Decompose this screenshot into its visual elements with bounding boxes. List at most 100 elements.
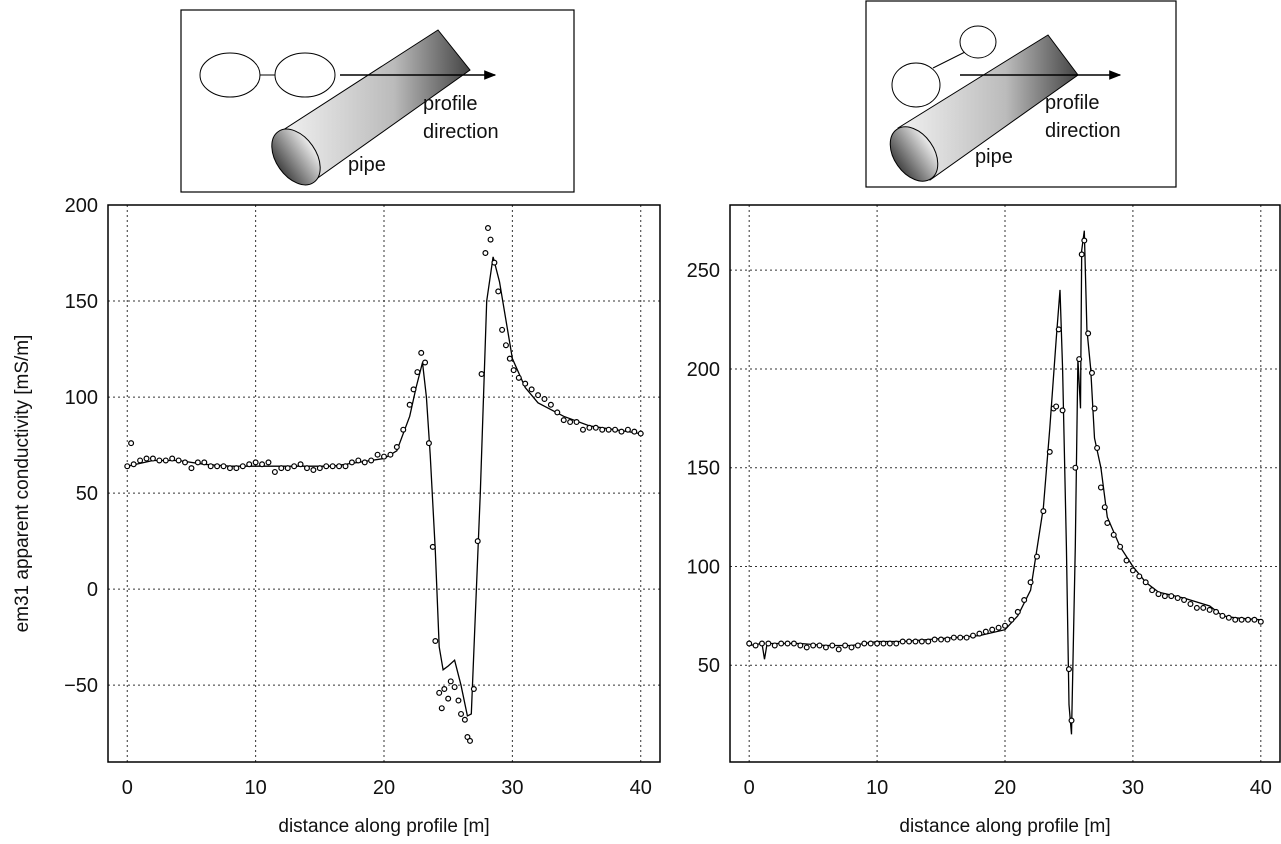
data-point [586,424,593,431]
data-point [886,640,893,647]
data-point [797,642,804,649]
data-point [1021,597,1028,604]
data-point [605,426,612,433]
data-point [348,459,355,466]
data-point [510,367,517,374]
data-point [438,705,445,712]
data-point [1001,622,1008,629]
data-point [124,463,131,470]
data-point [188,465,195,472]
data-point [778,640,785,647]
data-point [1110,531,1117,538]
data-point [867,640,874,647]
y-tick-label: 250 [687,260,720,282]
annotation: profile [423,93,477,115]
data-point [422,359,429,366]
data-point [214,463,221,470]
data-point [474,538,481,545]
data-point [995,624,1002,631]
data-point [149,455,156,462]
data-point [752,642,759,649]
data-point [441,686,448,693]
data-point [547,401,554,408]
data-point [541,395,548,402]
data-point [976,630,983,637]
data-point [130,461,137,468]
plot-frame [729,204,1281,763]
data-point [522,380,529,387]
data-point [310,467,317,474]
data-point [284,465,291,472]
data-point [1040,508,1047,515]
data-point [491,259,498,266]
data-point [1117,543,1124,550]
data-point [592,424,599,431]
data-point [1168,593,1175,600]
data-point [1101,504,1108,511]
data-point [1055,326,1062,333]
data-point [1094,444,1101,451]
data-point [482,250,489,257]
data-point [323,463,330,470]
inset: profile direction pipe [865,0,1177,188]
y-tick-label: 0 [87,579,98,601]
data-point [1033,553,1040,560]
data-point [1136,573,1143,580]
data-point [1068,717,1075,724]
data-point [156,457,163,464]
data-point [1065,666,1072,673]
data-point [765,640,772,647]
data-point [429,543,436,550]
data-point [201,459,208,466]
data-point [528,386,535,393]
annotation: profile [1045,92,1099,114]
data-point [1225,614,1232,621]
annotation: pipe [348,154,386,176]
data-point [1076,356,1083,363]
data-point [239,463,246,470]
data-point [169,455,176,462]
data-point [918,638,925,645]
data-point [1085,330,1092,337]
data-point [470,686,477,693]
x-tick-label: 10 [866,777,888,799]
data-point [418,349,425,356]
y-tick-label: 100 [687,556,720,578]
data-point [1251,616,1258,623]
data-point [487,236,494,243]
data-point [970,632,977,639]
x-tick-label: 20 [373,777,395,799]
data-point [1181,597,1188,604]
data-point [297,461,304,468]
y-tick-label: −50 [64,675,98,697]
data-point [944,636,951,643]
data-point [567,419,574,426]
data-point [499,326,506,333]
y-tick-label: 100 [65,387,98,409]
data-point [1142,579,1149,586]
data-point [502,342,509,349]
data-point [848,644,855,651]
data-point [368,457,375,464]
data-point [874,640,881,647]
data-point [220,463,227,470]
data-point [137,457,144,464]
y-tick-label: 200 [65,195,98,217]
data-point [425,440,432,447]
data-point [291,463,298,470]
data-point [925,638,932,645]
data-point [458,710,465,717]
data-point [410,386,417,393]
x-tick-label: 10 [245,777,267,799]
data-point [461,716,468,723]
data-point [631,428,638,435]
data-point [1008,616,1015,623]
data-point [816,642,823,649]
data-point [259,461,266,468]
data-point [207,463,214,470]
data-point [1027,579,1034,586]
data-point [1257,618,1264,625]
data-point [478,371,485,378]
data-point [554,409,561,416]
